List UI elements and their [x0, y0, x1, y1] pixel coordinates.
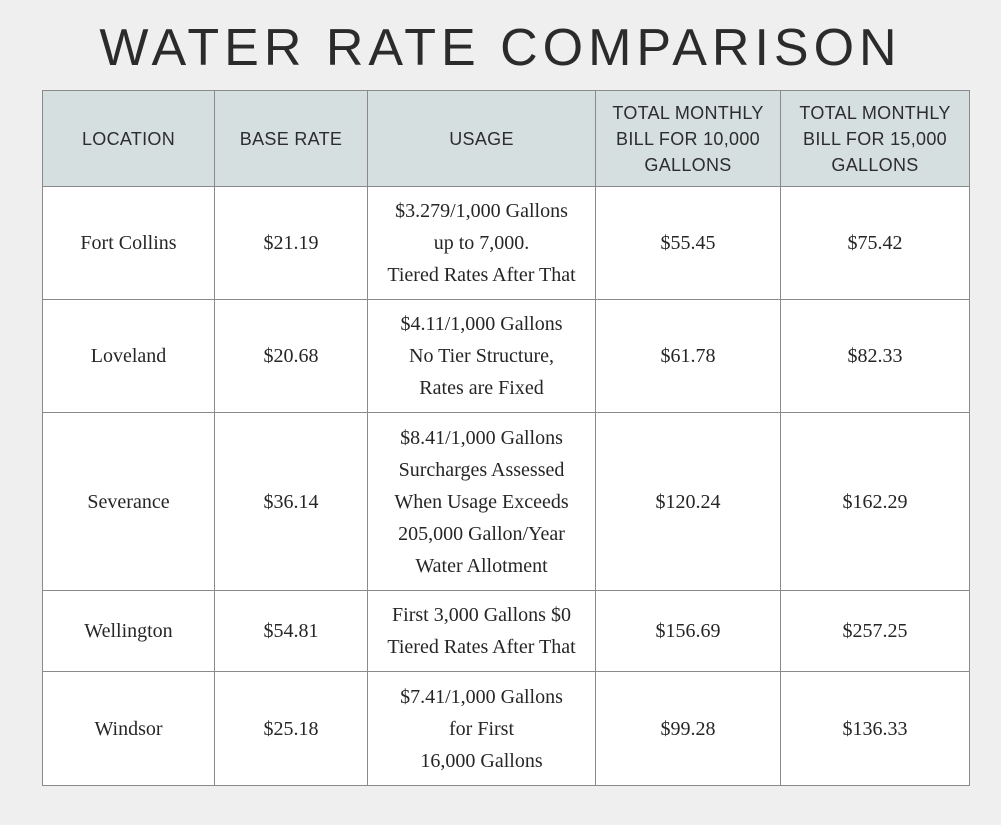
usage-line: Rates are Fixed [419, 377, 544, 399]
usage-line: Tiered Rates After That [387, 264, 576, 286]
usage-cell: $7.41/1,000 Gallons for First 16,000 Gallo… [367, 671, 596, 786]
bill-10000-cell: $99.28 [595, 671, 781, 786]
base-rate-cell: $54.81 [214, 590, 368, 672]
usage-cell: First 3,000 Gallons $0 Tiered Rates After… [367, 590, 596, 672]
usage-line: Surcharges Assessed [398, 458, 565, 481]
usage-line: $7.41/1,000 Gallons [400, 685, 563, 708]
header-bill-15000: TOTAL MONTHLY BILL FOR 15,000 GALLONS [780, 90, 970, 187]
bill-10000-cell: $61.78 [595, 299, 781, 413]
base-rate-cell: $20.68 [214, 299, 368, 413]
bill-10000-cell: $120.24 [595, 412, 781, 591]
location-cell: Severance [42, 412, 215, 591]
header-location: LOCATION [42, 90, 215, 187]
base-rate-cell: $21.19 [214, 186, 368, 300]
location-cell: Fort Collins [42, 186, 215, 300]
bill-15000-cell: $257.25 [780, 590, 970, 672]
usage-line: $4.11/1,000 Gallons [400, 313, 563, 335]
usage-line: Water Allotment [415, 554, 548, 577]
table-row: Windsor $25.18 $7.41/1,000 Gallons for Firs… [42, 671, 970, 786]
usage-line: When Usage Exceeds [394, 490, 569, 513]
usage-cell: $8.41/1,000 Gallons Surcharges Assessed Wh… [367, 412, 596, 591]
header-usage: USAGE [367, 90, 596, 187]
bill-15000-cell: $162.29 [780, 412, 970, 591]
location-cell: Windsor [42, 671, 215, 786]
bill-15000-cell: $75.42 [780, 186, 970, 300]
header-row: LOCATION BASE RATE USAGE TOTAL MONTHLY B… [42, 90, 970, 187]
usage-line: No Tier Structure, [409, 345, 554, 367]
bill-15000-cell: $82.33 [780, 299, 970, 413]
table-row: Fort Collins $21.19 $3.279/1,000 Gallons up… [42, 186, 970, 300]
page-title: WATER RATE COMPARISON [99, 19, 902, 77]
rate-table: LOCATION BASE RATE USAGE TOTAL MONTHLY B… [42, 90, 970, 786]
usage-cell: $3.279/1,000 Gallons up to 7,000. Tiered R… [367, 186, 596, 300]
table-row: Wellington $54.81 First 3,000 Gallons $0 Ti… [42, 590, 970, 672]
usage-line: Tiered Rates After That [387, 636, 576, 658]
table-row: Loveland $20.68 $4.11/1,000 Gallons No Tier… [42, 299, 970, 413]
bill-15000-cell: $136.33 [780, 671, 970, 786]
usage-line: 16,000 Gallons [420, 749, 543, 772]
location-cell: Loveland [42, 299, 215, 413]
table-row: Severance $36.14 $8.41/1,000 Gallons Surcha… [42, 412, 970, 591]
bill-10000-cell: $55.45 [595, 186, 781, 300]
header-bill-10000: TOTAL MONTHLY BILL FOR 10,000 GALLONS [595, 90, 781, 187]
usage-cell: $4.11/1,000 Gallons No Tier Structure, Rat… [367, 299, 596, 413]
base-rate-cell: $36.14 [214, 412, 368, 591]
base-rate-cell: $25.18 [214, 671, 368, 786]
location-cell: Wellington [42, 590, 215, 672]
usage-line: $3.279/1,000 Gallons [395, 200, 568, 222]
header-base-rate: BASE RATE [214, 90, 368, 187]
usage-line: First 3,000 Gallons $0 [392, 604, 571, 626]
usage-line: up to 7,000. [433, 232, 530, 254]
usage-line: for First [449, 717, 514, 740]
usage-line: 205,000 Gallon/Year [398, 522, 565, 545]
usage-line: $8.41/1,000 Gallons [400, 426, 563, 449]
bill-10000-cell: $156.69 [595, 590, 781, 672]
